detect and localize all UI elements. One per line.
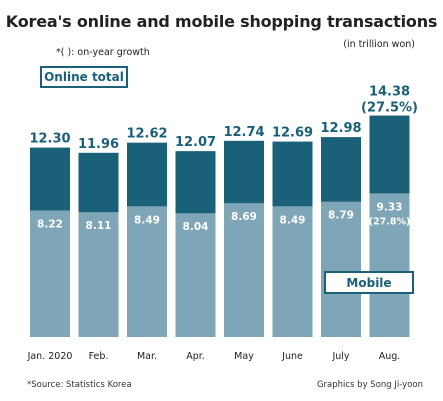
data-label-mobile: 8.49 bbox=[280, 214, 306, 226]
bar-mobile bbox=[127, 206, 167, 337]
data-label-mobile: 8.04 bbox=[183, 221, 209, 233]
growth-label-online: (27.5%) bbox=[361, 101, 418, 116]
bar-mobile bbox=[224, 203, 264, 337]
x-tick-label: June bbox=[281, 351, 303, 362]
legend-online-total: Online total bbox=[40, 66, 128, 88]
data-label-mobile: 8.69 bbox=[231, 211, 257, 223]
x-tick-label: Aug. bbox=[379, 351, 401, 362]
growth-label-mobile: (27.8%) bbox=[369, 216, 411, 227]
data-label-online: 11.96 bbox=[78, 137, 119, 152]
graphics-credit: Graphics by Song Ji-yoon bbox=[316, 380, 423, 390]
x-tick-label: Feb. bbox=[89, 351, 109, 362]
source-note: *Source: Statistics Korea bbox=[27, 380, 132, 390]
data-label-online: 12.98 bbox=[320, 121, 361, 136]
unit-label: (in trillion won) bbox=[343, 39, 415, 50]
data-label-online: 12.62 bbox=[126, 127, 167, 142]
x-tick-label: May bbox=[234, 351, 254, 362]
data-label-mobile: 8.79 bbox=[328, 210, 354, 222]
x-tick-label: Mar. bbox=[137, 351, 157, 362]
bar-mobile bbox=[321, 201, 361, 337]
bar-mobile bbox=[175, 213, 216, 337]
data-label-online: 12.69 bbox=[272, 126, 313, 141]
bar-mobile bbox=[272, 206, 313, 337]
data-label-online: 12.74 bbox=[223, 125, 264, 140]
bar-mobile bbox=[30, 210, 70, 337]
data-label-mobile: 9.33 bbox=[377, 201, 403, 213]
data-label-mobile: 8.22 bbox=[37, 218, 63, 230]
legend-mobile: Mobile bbox=[324, 271, 414, 294]
data-label-online: 12.30 bbox=[29, 132, 70, 147]
data-label-mobile: 8.49 bbox=[134, 214, 160, 226]
bar-mobile bbox=[369, 193, 410, 337]
chart-title: Korea's online and mobile shopping trans… bbox=[5, 12, 438, 31]
x-tick-label: July bbox=[331, 351, 349, 362]
x-tick-label: Jan. 2020 bbox=[27, 351, 73, 362]
data-label-mobile: 8.11 bbox=[86, 220, 112, 232]
growth-note: *( ): on-year growth bbox=[56, 47, 150, 58]
data-label-online: 14.38 bbox=[369, 85, 410, 100]
bar-mobile bbox=[78, 212, 119, 337]
x-tick-label: Apr. bbox=[186, 351, 205, 362]
data-label-online: 12.07 bbox=[175, 135, 216, 150]
